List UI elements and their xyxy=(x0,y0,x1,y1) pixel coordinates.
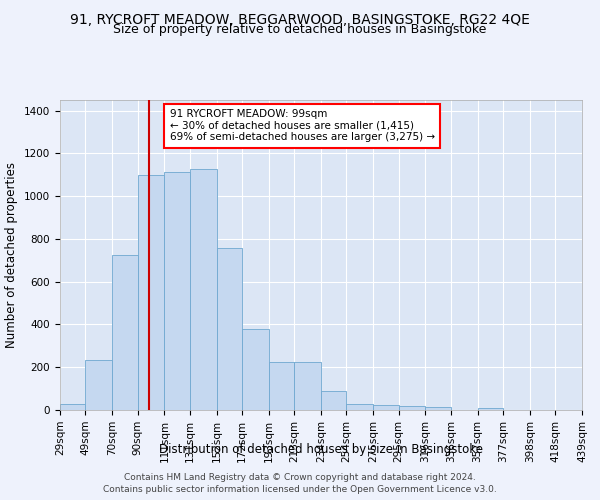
Text: 91 RYCROFT MEADOW: 99sqm
← 30% of detached houses are smaller (1,415)
69% of sem: 91 RYCROFT MEADOW: 99sqm ← 30% of detach… xyxy=(170,110,435,142)
Bar xyxy=(137,175,164,410)
Bar xyxy=(478,408,503,410)
Bar xyxy=(85,360,112,410)
Bar xyxy=(60,404,85,410)
Bar xyxy=(294,362,321,410)
Bar xyxy=(164,172,190,410)
Text: Contains public sector information licensed under the Open Government Licence v3: Contains public sector information licen… xyxy=(103,485,497,494)
Bar xyxy=(321,391,346,410)
Bar xyxy=(373,404,398,410)
Y-axis label: Number of detached properties: Number of detached properties xyxy=(5,162,19,348)
Bar xyxy=(217,248,242,410)
Text: 91, RYCROFT MEADOW, BEGGARWOOD, BASINGSTOKE, RG22 4QE: 91, RYCROFT MEADOW, BEGGARWOOD, BASINGST… xyxy=(70,12,530,26)
Text: Distribution of detached houses by size in Basingstoke: Distribution of detached houses by size … xyxy=(159,442,483,456)
Text: Contains HM Land Registry data © Crown copyright and database right 2024.: Contains HM Land Registry data © Crown c… xyxy=(124,472,476,482)
Bar xyxy=(346,404,373,410)
Bar xyxy=(112,255,137,410)
Bar xyxy=(398,406,425,410)
Bar xyxy=(425,407,451,410)
Bar xyxy=(242,329,269,410)
Text: Size of property relative to detached houses in Basingstoke: Size of property relative to detached ho… xyxy=(113,22,487,36)
Bar xyxy=(190,170,217,410)
Bar xyxy=(269,362,294,410)
